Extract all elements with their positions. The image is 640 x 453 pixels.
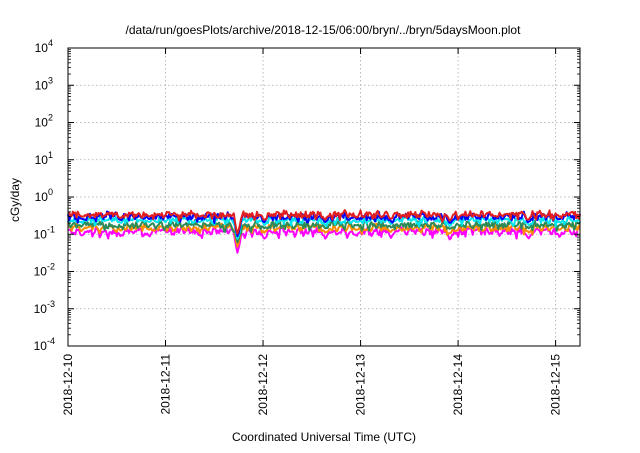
- y-tick-exponent: -1: [47, 224, 55, 234]
- x-axis-label: Coordinated Universal Time (UTC): [232, 430, 416, 444]
- x-axis: 2018-12-10 2018-12-11 2018-12-12 2018-12-13…: [61, 48, 563, 415]
- x-tick-label: 2018-12-13: [354, 354, 368, 416]
- y-tick-base: 10: [35, 41, 49, 55]
- x-tick-label: 2018-12-12: [256, 354, 270, 416]
- y-tick-label: 104: [35, 38, 53, 55]
- y-tick-exponent: 0: [48, 187, 53, 197]
- y-tick-label: 100: [35, 187, 53, 204]
- y-tick-label: 103: [35, 75, 53, 92]
- y-tick-base: 10: [34, 339, 48, 353]
- series-line: [67, 209, 581, 235]
- y-tick-base: 10: [35, 116, 49, 130]
- y-tick-exponent: -2: [47, 262, 55, 272]
- y-axis-label: cGy/day: [8, 178, 22, 222]
- y-tick-exponent: 4: [48, 38, 53, 48]
- y-tick-base: 10: [34, 227, 48, 241]
- y-tick-label: 102: [35, 113, 53, 130]
- y-tick-label: 101: [35, 150, 53, 167]
- y-tick-base: 10: [34, 302, 48, 316]
- x-tick-label: 2018-12-11: [159, 354, 173, 415]
- y-tick-exponent: -3: [47, 299, 55, 309]
- y-tick-label: 10-2: [34, 262, 55, 279]
- y-tick-base: 10: [34, 265, 48, 279]
- y-tick-base: 10: [35, 78, 49, 92]
- x-tick-label: 2018-12-10: [61, 354, 75, 416]
- y-tick-exponent: 1: [48, 150, 53, 160]
- chart-title: /data/run/goesPlots/archive/2018-12-15/0…: [126, 23, 522, 37]
- y-tick-label: 10-3: [34, 299, 55, 316]
- y-tick-exponent: -4: [47, 336, 55, 346]
- grid: [68, 48, 580, 346]
- x-tick-label: 2018-12-15: [549, 354, 563, 416]
- y-tick-exponent: 3: [48, 75, 53, 85]
- y-tick-exponent: 2: [48, 113, 53, 123]
- series-line: [67, 219, 581, 244]
- x-tick-label: 2018-12-14: [451, 354, 465, 416]
- y-tick-base: 10: [35, 190, 49, 204]
- y-tick-label: 10-1: [34, 224, 55, 241]
- y-tick-label: 10-4: [34, 336, 55, 353]
- series-layer: [67, 209, 581, 254]
- y-tick-base: 10: [35, 153, 49, 167]
